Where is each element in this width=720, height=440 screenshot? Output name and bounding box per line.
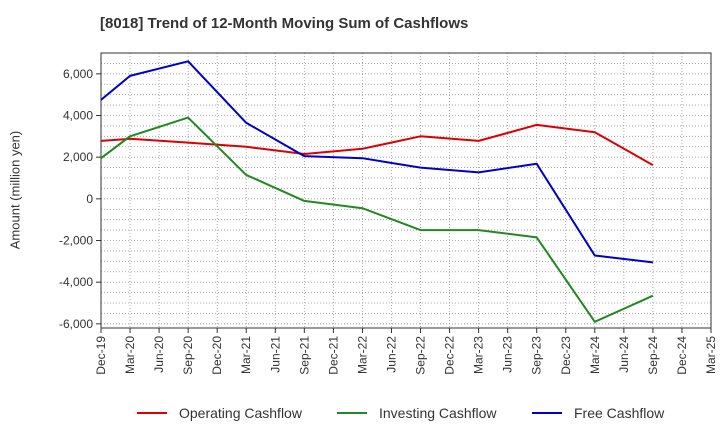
series-line-operating-cashflow [100,123,654,166]
x-tick-label: Jun-20 [152,336,166,373]
legend: Operating Cashflow Investing Cashflow Free… [0,405,720,425]
x-tick-label: Sep-23 [530,336,544,375]
x-tick-label: Mar-24 [588,336,602,374]
legend-swatch [337,412,367,414]
legend-item: Free Cashflow [532,405,664,421]
legend-swatch [532,412,562,414]
x-tick-label: Mar-21 [239,336,253,374]
series-line-free-cashflow [100,60,654,264]
x-tick-label: Jun-22 [384,336,398,373]
legend-item: Operating Cashflow [137,405,302,421]
x-tick-label: Sep-21 [297,336,311,375]
y-tick-label: 6,000 [63,67,93,81]
legend-label: Free Cashflow [574,405,665,421]
x-tick-label: Sep-20 [181,336,195,375]
x-tick-label: Dec-20 [210,336,224,375]
x-tick-label: Dec-21 [326,336,340,375]
x-tick-label: Mar-23 [472,336,486,374]
x-tick-label: Dec-22 [443,336,457,375]
y-axis-ticks: -6,000 -4,000 -2,000 0 2,000 4,000 6,000 [59,67,101,331]
legend-label: Investing Cashflow [379,405,497,421]
x-tick-label: Jun-21 [268,336,282,373]
legend-item: Investing Cashflow [337,405,497,421]
legend-swatch [137,412,167,414]
x-tick-label: Dec-23 [559,336,573,375]
y-tick-label: 2,000 [63,150,93,164]
series-line-investing-cashflow [100,116,654,323]
x-tick-label: Dec-19 [94,336,108,375]
chart-title: [8018] Trend of 12-Month Moving Sum of C… [100,15,469,32]
x-tick-label: Sep-24 [646,336,660,375]
y-tick-label: -6,000 [59,317,93,331]
y-tick-label: 0 [86,192,93,206]
series-lines [100,60,654,323]
plot-area-frame [100,52,712,329]
grid-lines [101,53,711,328]
x-tick-label: Jun-24 [617,336,631,373]
x-tick-label: Dec-24 [675,336,689,375]
x-tick-label: Jun-23 [501,336,515,373]
x-tick-label: Mar-25 [704,336,718,374]
x-tick-label: Mar-20 [123,336,137,374]
y-tick-label: -4,000 [59,275,93,289]
x-tick-label: Sep-22 [414,336,428,375]
x-tick-label: Mar-22 [355,336,369,374]
x-axis-ticks: Dec-19 Mar-20 Jun-20 Sep-20 Dec-20 Mar-21 Jun-… [94,328,718,375]
y-tick-label: -2,000 [59,234,93,248]
legend-label: Operating Cashflow [179,405,302,421]
y-tick-label: 4,000 [63,109,93,123]
